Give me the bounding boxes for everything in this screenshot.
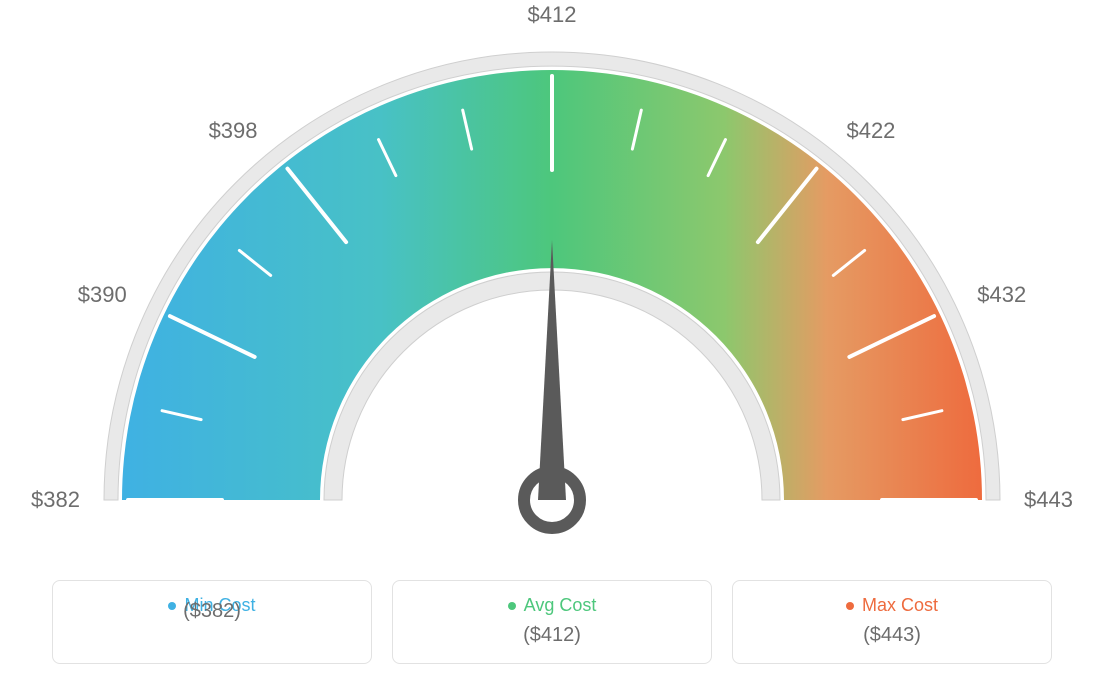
dot-icon	[846, 602, 854, 610]
cost-gauge-chart: $382 $390 $398 $412 $422 $432 $443 Min Cost ($…	[0, 0, 1104, 690]
legend-card-min: Min Cost ($382)	[52, 580, 372, 664]
gauge-tick-label: $443	[1024, 487, 1073, 513]
legend-title-text: Max Cost	[862, 595, 938, 616]
gauge-tick-label: $432	[977, 282, 1026, 308]
legend-row: Min Cost ($382) Avg Cost ($412) Max Cost…	[52, 580, 1052, 664]
legend-value-avg-text: ($412)	[403, 624, 701, 647]
gauge-svg	[52, 0, 1052, 560]
legend-title-avg: Avg Cost	[508, 595, 597, 616]
gauge-tick-label: $382	[31, 487, 80, 513]
legend-value-min-text: ($382)	[63, 600, 361, 623]
gauge-tick-label: $412	[528, 2, 577, 28]
dot-icon	[508, 602, 516, 610]
legend-title-max: Max Cost	[846, 595, 938, 616]
gauge-tick-label: $422	[846, 118, 895, 144]
legend-title-text: Avg Cost	[524, 595, 597, 616]
gauge-area: $382$390$398$412$422$432$443	[52, 0, 1052, 560]
legend-card-max: Max Cost ($443)	[732, 580, 1052, 664]
dot-icon	[168, 602, 176, 610]
legend-value-max-text: ($443)	[743, 624, 1041, 647]
gauge-tick-label: $398	[209, 118, 258, 144]
gauge-tick-label: $390	[78, 282, 127, 308]
legend-card-avg: Avg Cost ($412)	[392, 580, 712, 664]
